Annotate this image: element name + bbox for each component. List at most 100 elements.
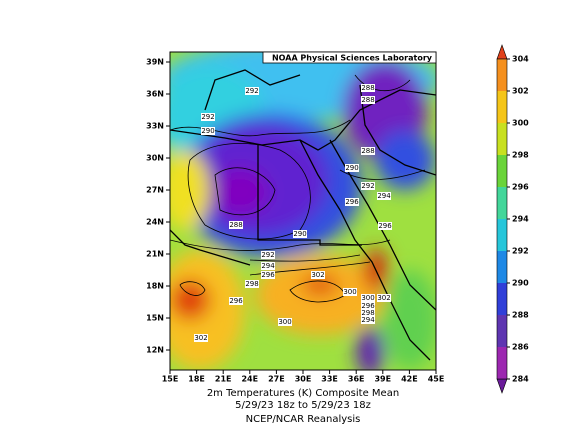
contour-label: 292 bbox=[245, 87, 258, 95]
contour-label-bg bbox=[377, 192, 391, 200]
colorbar-label: 292 bbox=[512, 247, 529, 256]
contour-label-bg bbox=[311, 271, 325, 279]
colorbar-label: 302 bbox=[512, 87, 529, 96]
contour-label-bg bbox=[377, 294, 391, 302]
colorbar-segment bbox=[497, 123, 507, 155]
contour-label: 302 bbox=[377, 294, 390, 302]
contour-label-bg bbox=[201, 113, 215, 121]
contour-label: 298 bbox=[361, 309, 374, 317]
credit-box bbox=[262, 51, 437, 64]
credit: NOAA Physical Sciences Laboratory bbox=[272, 54, 433, 63]
contour-label-bg bbox=[261, 271, 275, 279]
colorbar-high-extension bbox=[496, 44, 508, 60]
lat-label: 12N bbox=[146, 346, 164, 355]
lat-label: 36N bbox=[146, 90, 164, 99]
lon-label: 33E bbox=[321, 375, 338, 384]
contour-label-bg bbox=[229, 297, 243, 305]
colorbar-label: 284 bbox=[512, 375, 529, 384]
contour-label: 300 bbox=[278, 318, 291, 326]
contour-label: 296 bbox=[229, 297, 243, 305]
contour-label: 288 bbox=[361, 96, 374, 104]
lat-label: 21N bbox=[146, 250, 164, 259]
lat-label: 27N bbox=[146, 186, 164, 195]
lon-label: 18E bbox=[188, 375, 205, 384]
title-line: NCEP/NCAR Reanalysis bbox=[246, 414, 361, 425]
colorbar-label: 298 bbox=[512, 151, 529, 160]
lon-label: 45E bbox=[428, 375, 445, 384]
contour-label-bg bbox=[361, 294, 375, 302]
contour-label: 288 bbox=[229, 221, 242, 229]
lon-label: 39E bbox=[374, 375, 391, 384]
colorbar-label: 288 bbox=[512, 311, 529, 320]
contour-label: 290 bbox=[345, 164, 358, 172]
contour-label-bg bbox=[361, 96, 375, 104]
contour-label: 288 bbox=[361, 147, 374, 155]
contour-label: 294 bbox=[377, 192, 391, 200]
contour-label-bg bbox=[361, 84, 375, 92]
colorbar-segment bbox=[497, 187, 507, 219]
contour-label-bg bbox=[361, 147, 375, 155]
colorbar-label: 286 bbox=[512, 343, 529, 352]
colorbar-label: 290 bbox=[512, 279, 529, 288]
colorbar-label: 300 bbox=[512, 119, 529, 128]
lon-label: 15E bbox=[162, 375, 179, 384]
lat-label: 18N bbox=[146, 282, 164, 291]
contour-label: 296 bbox=[261, 271, 275, 279]
colorbar-segment bbox=[497, 251, 507, 283]
colorbar-segment bbox=[497, 155, 507, 187]
lon-label: 24E bbox=[241, 375, 258, 384]
contour-label: 300 bbox=[361, 294, 374, 302]
lat-label: 39N bbox=[146, 58, 164, 67]
colorbar-low-extension bbox=[496, 378, 508, 394]
contour-label-bg bbox=[345, 164, 359, 172]
contour-label: 294 bbox=[261, 262, 275, 270]
contour-label-bg bbox=[245, 87, 259, 95]
contour-label-bg bbox=[345, 198, 359, 206]
temperature-field bbox=[170, 52, 436, 370]
contour-label: 302 bbox=[311, 271, 324, 279]
contour-label: 288 bbox=[361, 84, 374, 92]
contour-label-bg bbox=[361, 302, 375, 310]
contour-label-bg bbox=[361, 309, 375, 317]
title-line: 5/29/23 18z to 5/29/23 18z bbox=[235, 400, 371, 411]
contour-label: 292 bbox=[201, 113, 214, 121]
contour-label: 300 bbox=[343, 288, 356, 296]
contour-label-bg bbox=[201, 127, 215, 135]
lat-label: 24N bbox=[146, 218, 164, 227]
contour-label: 298 bbox=[245, 280, 258, 288]
contour-label-bg bbox=[278, 318, 292, 326]
lon-label: 27E bbox=[268, 375, 285, 384]
lon-label: 36E bbox=[348, 375, 365, 384]
contour-label: 302 bbox=[194, 334, 207, 342]
contour-label: 292 bbox=[361, 182, 374, 190]
contour-label-bg bbox=[194, 334, 208, 342]
colorbar-segment bbox=[497, 219, 507, 251]
colorbar-segment bbox=[497, 91, 507, 123]
contour-label-bg bbox=[245, 280, 259, 288]
lat-label: 30N bbox=[146, 154, 164, 163]
contour-label: 290 bbox=[293, 230, 306, 238]
contour-label: 296 bbox=[361, 302, 375, 310]
lat-label: 15N bbox=[146, 314, 164, 323]
colorbar-label: 304 bbox=[512, 55, 529, 64]
contour-label-bg bbox=[229, 221, 243, 229]
colorbar-segment bbox=[497, 283, 507, 315]
contour-label-bg bbox=[261, 262, 275, 270]
contour-label: 290 bbox=[201, 127, 214, 135]
colorbar-segment bbox=[497, 315, 507, 347]
title-line: 2m Temperatures (K) Composite Mean bbox=[207, 388, 399, 399]
contour-label: 294 bbox=[361, 316, 375, 324]
colorbar-segment bbox=[497, 59, 507, 91]
colorbar-label: 294 bbox=[512, 215, 529, 224]
contour-label: 296 bbox=[378, 222, 392, 230]
colorbar-label: 296 bbox=[512, 183, 529, 192]
contour-label-bg bbox=[261, 251, 275, 259]
contour-label-bg bbox=[361, 182, 375, 190]
contour-label-bg bbox=[378, 222, 392, 230]
contour-label-bg bbox=[343, 288, 357, 296]
coastlines-borders bbox=[170, 69, 436, 361]
contour-label-bg bbox=[293, 230, 307, 238]
lon-label: 42E bbox=[401, 375, 418, 384]
contour-label-bg bbox=[361, 316, 375, 324]
